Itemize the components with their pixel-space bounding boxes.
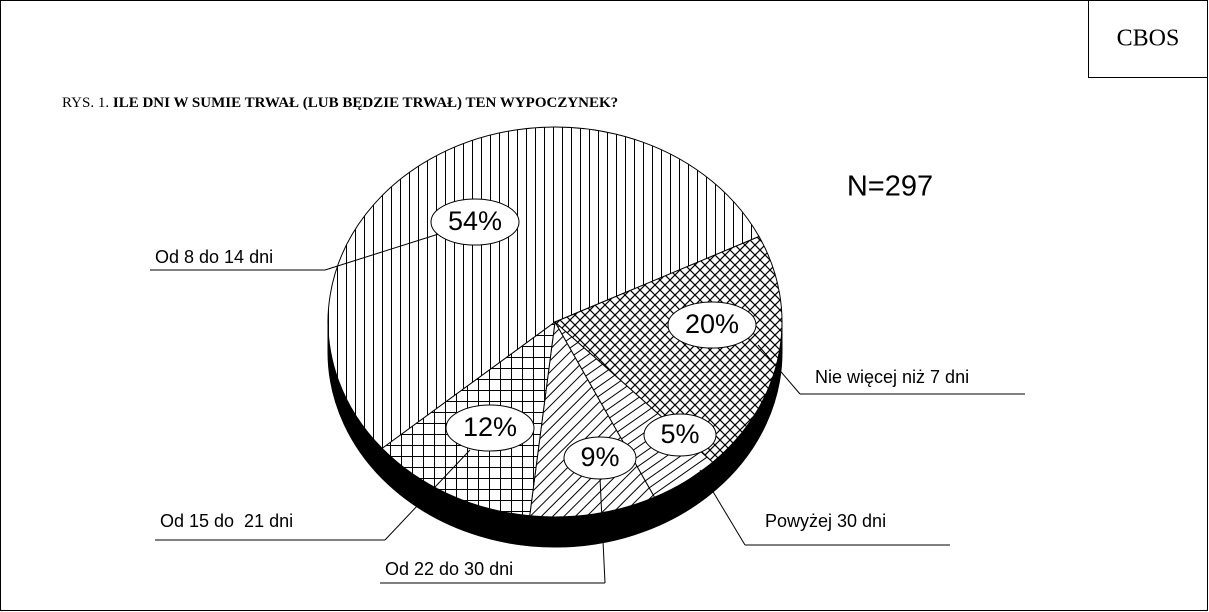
annotation: N=297: [847, 171, 933, 203]
value-label-bg: [643, 413, 717, 457]
category-label: Od 8 do 14 dni: [155, 247, 273, 267]
pie-slice: [327, 126, 760, 450]
source-box: [1088, 0, 1208, 78]
leader-line: [757, 344, 801, 395]
category-label: Powyżej 30 dni: [765, 511, 886, 531]
value-label-bg: [667, 301, 757, 349]
pie-slice: [554, 235, 783, 463]
category-label: Od 15 do 21 dni: [160, 511, 293, 531]
value-label-bg: [563, 436, 637, 480]
title-text: ILE DNI W SUMIE TRWAŁ (LUB BĘDZIE TRWAŁ)…: [113, 95, 618, 111]
leader-line: [699, 469, 746, 546]
value-label: 54%: [448, 206, 502, 236]
title: RYS. 1. ILE DNI W SUMIE TRWAŁ (LUB BĘDZI…: [62, 95, 618, 111]
value-label-bg: [430, 198, 520, 246]
category-label: Od 22 do 30 dni: [385, 559, 513, 579]
leader-line: [324, 231, 446, 271]
source: CBOS: [1117, 26, 1180, 52]
leader-line: [599, 477, 606, 584]
value-label: 20%: [685, 309, 739, 339]
category-label: Nie więcej niż 7 dni: [815, 367, 969, 387]
figure-label: RYS. 1.: [62, 95, 109, 111]
value-label-bg: [445, 404, 535, 452]
value-label: 12%: [463, 412, 517, 442]
leader-line: [384, 449, 471, 541]
value-label: 9%: [580, 442, 619, 472]
value-label: 5%: [660, 419, 699, 449]
